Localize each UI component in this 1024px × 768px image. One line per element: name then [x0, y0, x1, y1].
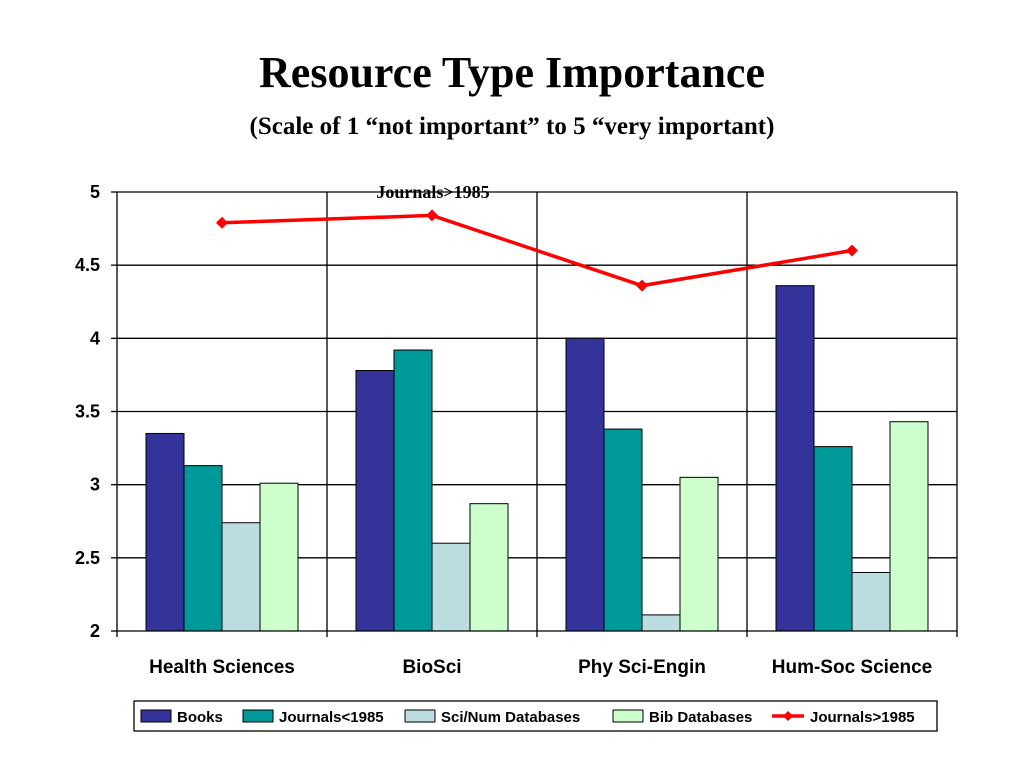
bar-sci-num-databases [851, 571, 891, 632]
legend-marker [783, 711, 793, 721]
x-category-label: Health Sciences [149, 657, 295, 678]
legend-label: Books [177, 709, 223, 726]
chart-subtitle: (Scale of 1 “not important” to 5 “very i… [249, 113, 775, 140]
bar-sci-num-databases [221, 522, 261, 632]
bar-books [775, 285, 815, 632]
bar-journals-1985 [813, 446, 853, 632]
bar-books [565, 337, 605, 632]
line-journals-1985 [221, 213, 853, 288]
bar-sci-num-databases [641, 614, 681, 632]
bar-journals-1985 [183, 465, 223, 632]
line-annotation: Journals>1985 [376, 182, 489, 202]
x-category-label: Hum-Soc Science [772, 657, 933, 678]
bar-bib-databases [469, 503, 509, 632]
y-tick-label: 3 [90, 475, 100, 495]
bar-journals-1985 [393, 349, 433, 632]
bar-journals-1985 [603, 428, 643, 632]
chart-title: Resource Type Importance [259, 48, 765, 97]
y-tick-label: 2.5 [75, 548, 100, 568]
line-marker [636, 279, 648, 292]
legend-label: Bib Databases [649, 709, 752, 726]
line-marker [846, 244, 858, 257]
bar-books [355, 370, 395, 632]
legend-swatch [242, 709, 274, 723]
x-category-label: Phy Sci-Engin [578, 657, 706, 678]
bar-bib-databases [679, 476, 719, 632]
line-marker [426, 209, 438, 222]
y-tick-label: 4 [90, 328, 100, 348]
bar-books [145, 432, 185, 632]
legend-label: Journals>1985 [810, 709, 915, 726]
line-marker [216, 216, 228, 229]
legend-swatch [140, 709, 172, 723]
y-tick-label: 2 [90, 621, 100, 641]
y-tick-label: 5 [90, 182, 100, 202]
y-tick-label: 3.5 [75, 402, 100, 422]
bar-bib-databases [259, 482, 299, 632]
bar-sci-num-databases [431, 542, 471, 632]
legend-label: Sci/Num Databases [441, 709, 580, 726]
legend-label: Journals<1985 [279, 709, 384, 726]
bar-bib-databases [889, 421, 929, 632]
x-category-label: BioSci [402, 657, 461, 678]
legend-swatch [404, 709, 436, 723]
legend-swatch [612, 709, 644, 723]
y-tick-label: 4.5 [75, 255, 100, 275]
